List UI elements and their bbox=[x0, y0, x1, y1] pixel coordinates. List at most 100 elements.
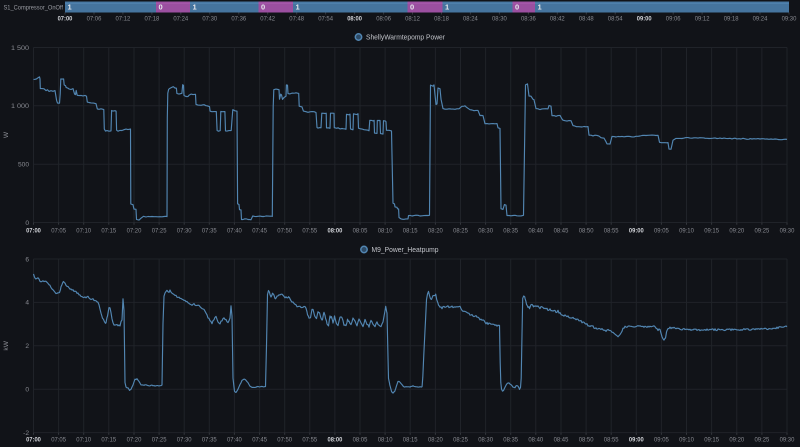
svg-text:09:00: 09:00 bbox=[629, 437, 644, 444]
svg-text:07:35: 07:35 bbox=[202, 228, 217, 235]
svg-text:1 000: 1 000 bbox=[11, 103, 29, 110]
svg-text:08:30: 08:30 bbox=[478, 437, 493, 444]
svg-text:08:35: 08:35 bbox=[503, 228, 518, 235]
svg-text:07:25: 07:25 bbox=[152, 228, 167, 235]
svg-text:07:10: 07:10 bbox=[76, 228, 91, 235]
svg-text:08:45: 08:45 bbox=[554, 228, 569, 235]
svg-text:08:00: 08:00 bbox=[328, 437, 343, 444]
svg-text:08:42: 08:42 bbox=[550, 16, 565, 23]
svg-text:07:50: 07:50 bbox=[277, 228, 292, 235]
svg-text:4: 4 bbox=[25, 300, 29, 307]
svg-text:07:40: 07:40 bbox=[227, 437, 242, 444]
svg-text:07:48: 07:48 bbox=[289, 16, 304, 23]
svg-text:07:30: 07:30 bbox=[177, 437, 192, 444]
svg-text:07:55: 07:55 bbox=[302, 228, 317, 235]
svg-text:0: 0 bbox=[25, 220, 29, 227]
svg-text:kW: kW bbox=[3, 340, 10, 350]
svg-text:09:25: 09:25 bbox=[755, 228, 770, 235]
svg-text:08:15: 08:15 bbox=[403, 437, 418, 444]
svg-text:07:25: 07:25 bbox=[152, 437, 167, 444]
svg-text:07:54: 07:54 bbox=[318, 16, 333, 23]
svg-text:0: 0 bbox=[261, 3, 265, 12]
svg-text:09:15: 09:15 bbox=[704, 228, 719, 235]
svg-text:07:40: 07:40 bbox=[227, 228, 242, 235]
svg-text:0: 0 bbox=[515, 3, 519, 12]
svg-text:08:50: 08:50 bbox=[579, 437, 594, 444]
svg-text:07:00: 07:00 bbox=[58, 16, 73, 23]
svg-text:09:30: 09:30 bbox=[780, 228, 795, 235]
svg-text:08:00: 08:00 bbox=[347, 16, 362, 23]
svg-text:08:50: 08:50 bbox=[579, 228, 594, 235]
svg-text:09:25: 09:25 bbox=[755, 437, 770, 444]
svg-text:1: 1 bbox=[68, 3, 72, 12]
svg-text:07:30: 07:30 bbox=[177, 228, 192, 235]
svg-text:08:36: 08:36 bbox=[521, 16, 536, 23]
svg-text:07:24: 07:24 bbox=[173, 16, 188, 23]
svg-text:08:15: 08:15 bbox=[403, 228, 418, 235]
svg-text:09:18: 09:18 bbox=[724, 16, 739, 23]
svg-text:1: 1 bbox=[445, 3, 449, 12]
svg-text:07:55: 07:55 bbox=[302, 437, 317, 444]
svg-text:08:24: 08:24 bbox=[463, 16, 478, 23]
svg-text:08:48: 08:48 bbox=[579, 16, 594, 23]
svg-text:09:15: 09:15 bbox=[704, 437, 719, 444]
svg-text:09:06: 09:06 bbox=[666, 16, 681, 23]
svg-text:500: 500 bbox=[18, 162, 29, 169]
svg-text:08:40: 08:40 bbox=[528, 437, 543, 444]
svg-text:09:00: 09:00 bbox=[637, 16, 652, 23]
svg-text:08:30: 08:30 bbox=[478, 228, 493, 235]
svg-text:09:00: 09:00 bbox=[629, 228, 644, 235]
svg-text:S1_Compressor_OnOff: S1_Compressor_OnOff bbox=[4, 5, 64, 12]
svg-text:09:30: 09:30 bbox=[780, 437, 795, 444]
svg-text:0: 0 bbox=[159, 3, 163, 12]
svg-text:08:20: 08:20 bbox=[428, 437, 443, 444]
svg-text:M9_Power_Heatpump: M9_Power_Heatpump bbox=[372, 245, 439, 254]
svg-text:08:05: 08:05 bbox=[353, 228, 368, 235]
svg-text:09:05: 09:05 bbox=[654, 228, 669, 235]
svg-text:07:35: 07:35 bbox=[202, 437, 217, 444]
svg-text:07:15: 07:15 bbox=[101, 228, 116, 235]
svg-text:08:35: 08:35 bbox=[503, 437, 518, 444]
svg-text:08:05: 08:05 bbox=[353, 437, 368, 444]
svg-text:08:40: 08:40 bbox=[528, 228, 543, 235]
svg-text:07:05: 07:05 bbox=[51, 228, 66, 235]
svg-text:07:30: 07:30 bbox=[202, 16, 217, 23]
svg-text:08:06: 08:06 bbox=[376, 16, 391, 23]
svg-text:09:24: 09:24 bbox=[753, 16, 768, 23]
svg-text:07:10: 07:10 bbox=[76, 437, 91, 444]
svg-text:1: 1 bbox=[538, 3, 542, 12]
svg-text:1: 1 bbox=[296, 3, 300, 12]
svg-text:09:20: 09:20 bbox=[729, 437, 744, 444]
svg-text:07:12: 07:12 bbox=[116, 16, 131, 23]
svg-text:08:55: 08:55 bbox=[604, 437, 619, 444]
svg-text:08:12: 08:12 bbox=[405, 16, 420, 23]
svg-text:0: 0 bbox=[25, 387, 29, 394]
svg-text:1: 1 bbox=[193, 3, 197, 12]
svg-text:07:15: 07:15 bbox=[101, 437, 116, 444]
svg-text:07:36: 07:36 bbox=[231, 16, 246, 23]
svg-text:08:25: 08:25 bbox=[453, 437, 468, 444]
svg-text:08:00: 08:00 bbox=[328, 228, 343, 235]
svg-text:ShellyWarmtepomp Power: ShellyWarmtepomp Power bbox=[366, 33, 446, 42]
svg-text:07:00: 07:00 bbox=[26, 228, 41, 235]
svg-text:07:42: 07:42 bbox=[260, 16, 275, 23]
svg-text:2: 2 bbox=[25, 343, 29, 350]
svg-text:07:18: 07:18 bbox=[145, 16, 160, 23]
svg-text:08:20: 08:20 bbox=[428, 228, 443, 235]
svg-text:08:18: 08:18 bbox=[434, 16, 449, 23]
svg-text:0: 0 bbox=[410, 3, 414, 12]
svg-text:08:54: 08:54 bbox=[608, 16, 623, 23]
svg-text:08:55: 08:55 bbox=[604, 228, 619, 235]
svg-text:08:25: 08:25 bbox=[453, 228, 468, 235]
svg-text:1 500: 1 500 bbox=[11, 45, 29, 52]
svg-text:6: 6 bbox=[25, 256, 29, 263]
svg-text:09:10: 09:10 bbox=[679, 228, 694, 235]
svg-text:07:20: 07:20 bbox=[127, 228, 142, 235]
svg-text:07:05: 07:05 bbox=[51, 437, 66, 444]
svg-text:08:45: 08:45 bbox=[554, 437, 569, 444]
svg-text:09:30: 09:30 bbox=[782, 16, 797, 23]
svg-text:07:00: 07:00 bbox=[26, 437, 41, 444]
svg-text:08:30: 08:30 bbox=[492, 16, 507, 23]
svg-text:07:06: 07:06 bbox=[87, 16, 102, 23]
svg-text:09:20: 09:20 bbox=[729, 228, 744, 235]
